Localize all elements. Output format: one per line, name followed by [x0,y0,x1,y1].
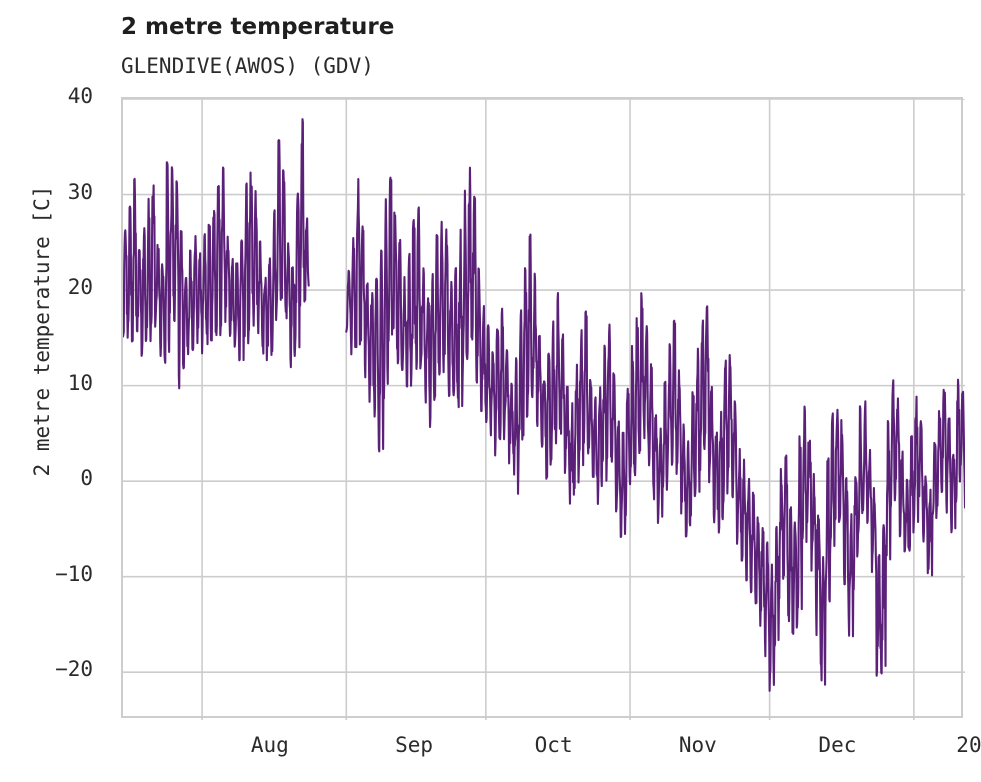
page-title: 2 metre temperature [121,14,395,40]
x-tick-label: Sep [395,733,434,757]
x-tick-label: Oct [534,733,573,757]
x-tick-label: Nov [678,733,717,757]
y-tick-label: 30 [67,179,93,204]
y-axis-label: 2 metre temperature [C] [30,185,54,477]
station-subtitle: GLENDIVE(AWOS) (GDV) [121,54,374,78]
plot-area [121,97,965,720]
y-tick-label: 20 [67,275,93,300]
y-tick-label: 40 [67,84,93,108]
y-tick-label: −10 [55,561,93,586]
x-tick-label: Aug [250,733,289,757]
x-tick-label: 2026 [956,733,981,757]
y-tick-label: 10 [67,370,93,395]
temperature-series-line [123,118,965,692]
y-tick-label: 0 [80,466,93,491]
y-tick-label: −20 [55,657,93,682]
x-tick-label: Dec [818,733,857,757]
